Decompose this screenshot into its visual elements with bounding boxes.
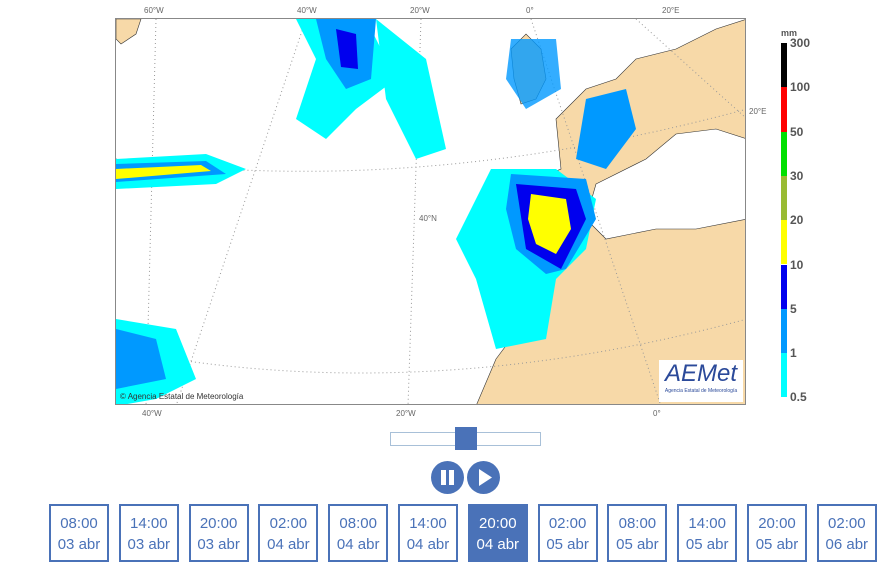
legend-label: 0.5 [790,390,807,405]
step-date: 03 abr [57,536,101,553]
timeline-step-button[interactable]: 08:00 03 abr [49,504,109,562]
legend-label: 300 [790,36,811,50]
legend-unit: mm [781,28,798,38]
precipitation-map: 40°N © Agencia Estatal de Meteorología A… [115,18,746,405]
precip-areas [116,19,636,404]
step-date: 06 abr [825,536,869,553]
step-date: 04 abr [336,536,380,553]
step-date: 05 abr [546,536,589,553]
timeline-step-button[interactable]: 08:00 05 abr [607,504,668,562]
timeline-step-button[interactable]: 20:00 03 abr [188,504,249,562]
legend-swatch [781,87,787,132]
legend-swatch [781,353,787,398]
legend-swatch [781,43,787,88]
timeline-step-button[interactable]: 14:00 04 abr [398,504,458,562]
pause-icon [441,470,454,485]
timeline-step-button[interactable]: 02:00 05 abr [537,504,598,562]
legend-swatch [781,264,787,309]
time-slider-thumb[interactable] [455,427,477,450]
step-time: 08:00 [618,515,657,532]
timeline-step-button[interactable]: 14:00 05 abr [677,504,738,562]
land-greenland [116,19,142,45]
legend-swatch [781,131,787,176]
timeline-step-button[interactable]: 20:00 04 abr [467,504,528,562]
step-time: 08:00 [339,515,377,532]
step-time: 20:00 [199,515,238,532]
mediterranean-sea [585,128,745,240]
step-date: 04 abr [476,536,520,553]
step-time: 20:00 [758,515,796,532]
lon-label: 40°W [142,409,162,418]
step-date: 04 abr [267,536,310,553]
timeline-step-button[interactable]: 02:00 06 abr [816,504,877,562]
legend-label: 10 [790,257,804,272]
legend-label: 20 [790,213,804,228]
lon-label: 60°W [144,6,164,15]
lon-label: 40°W [297,6,317,15]
legend-label: 5 [790,301,797,316]
step-time: 08:00 [60,515,98,532]
step-time: 14:00 [130,515,168,532]
timeline-step-button[interactable]: 08:00 04 abr [328,504,389,562]
copyright-text: Agencia Estatal de Meteorología [127,392,244,401]
play-icon [479,469,492,486]
step-time: 02:00 [269,515,308,532]
step-time: 02:00 [548,515,587,532]
lon-label: 0° [653,409,661,418]
step-time: 14:00 [409,515,447,532]
step-time: 14:00 [688,515,726,532]
legend-swatch [781,175,787,221]
step-date: 03 abr [127,536,171,553]
pause-button[interactable] [431,461,464,494]
step-time: 02:00 [828,515,866,532]
lat-label: 20°E [749,107,767,116]
lon-label: 0° [526,6,534,15]
step-time: 20:00 [479,515,517,532]
timeline-step-button[interactable]: 14:00 03 abr [118,504,179,562]
play-button[interactable] [467,461,500,494]
legend-label: 50 [790,124,804,139]
lon-label: 20°W [396,409,416,418]
step-date: 05 abr [616,536,659,553]
logo-subtext: Agencia Estatal de Meteorología [664,388,738,394]
legend-label: 100 [790,80,811,95]
aemet-logo: AEMet Agencia Estatal de Meteorología [659,360,743,402]
step-date: 05 abr [755,536,799,553]
copyright-notice: © Agencia Estatal de Meteorología [120,392,244,401]
map-canvas [116,19,745,404]
step-date: 03 abr [197,536,240,553]
lat-label: 40°N [419,214,437,223]
step-date: 05 abr [685,536,729,553]
logo-text: AEMet [664,360,738,387]
timeline-step-button[interactable]: 20:00 05 abr [747,504,807,562]
legend-swatch [781,308,787,354]
lon-label: 20°W [410,6,430,15]
lon-label: 20°E [662,6,680,15]
step-date: 04 abr [406,536,450,553]
legend-label: 1 [790,346,797,361]
timeline-step-button[interactable]: 02:00 04 abr [258,504,319,562]
legend-label: 30 [790,168,804,183]
legend-swatch [781,220,787,265]
